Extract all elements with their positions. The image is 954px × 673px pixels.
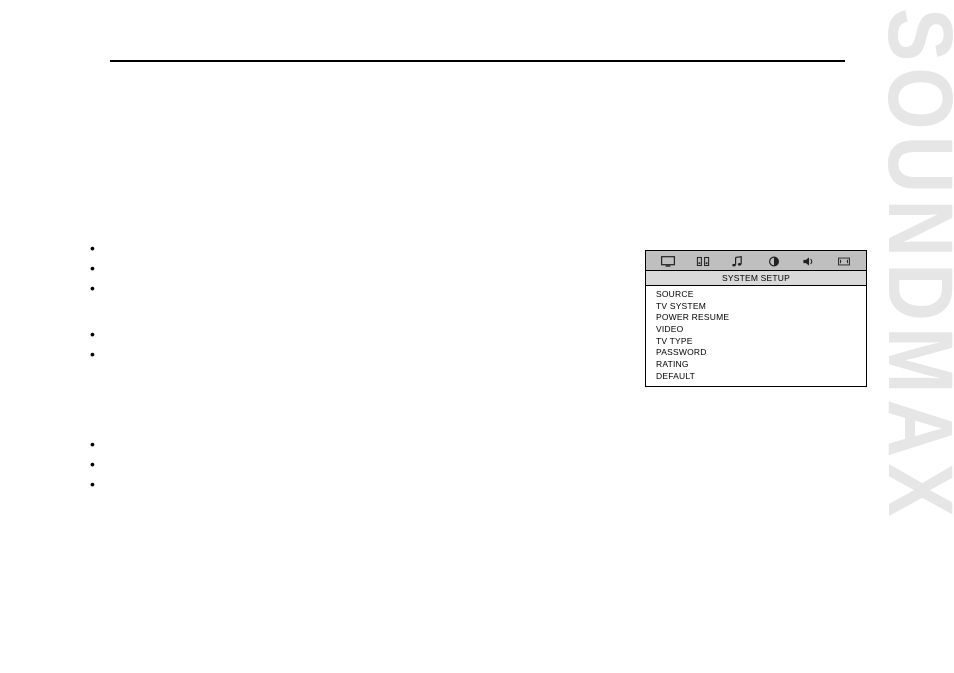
watermark-text: SOUNDMAX: [867, 8, 954, 523]
menu-item-power-resume[interactable]: POWER RESUME: [656, 312, 860, 324]
menu-icon-bar: [646, 251, 866, 271]
music-note-icon: [729, 254, 747, 268]
system-setup-menu: SYSTEM SETUP SOURCE TV SYSTEM POWER RESU…: [645, 250, 867, 387]
contrast-icon: [765, 254, 783, 268]
menu-title: SYSTEM SETUP: [646, 271, 866, 286]
list-item: [80, 456, 640, 474]
list-item: [80, 260, 640, 278]
menu-item-video[interactable]: VIDEO: [656, 324, 860, 336]
speaker-setup-icon: [694, 254, 712, 268]
menu-item-source[interactable]: SOURCE: [656, 289, 860, 301]
menu-item-password[interactable]: PASSWORD: [656, 347, 860, 359]
brand-watermark: SOUNDMAX: [874, 8, 954, 668]
dolby-icon: [835, 254, 853, 268]
menu-item-rating[interactable]: RATING: [656, 358, 860, 370]
bullet-group-1: [80, 240, 640, 298]
menu-item-tv-type[interactable]: TV TYPE: [656, 335, 860, 347]
menu-items: SOURCE TV SYSTEM POWER RESUME VIDEO TV T…: [646, 286, 866, 386]
list-item: [80, 326, 640, 344]
list-item: [80, 346, 640, 364]
bullet-group-2: [80, 326, 640, 364]
page-rule: [110, 60, 845, 62]
list-item: [80, 476, 640, 494]
bullet-group-3: [80, 436, 640, 494]
menu-item-default[interactable]: DEFAULT: [656, 370, 860, 382]
monitor-icon: [659, 254, 677, 268]
volume-icon: [800, 254, 818, 268]
content-area: [80, 240, 640, 496]
menu-item-tv-system[interactable]: TV SYSTEM: [656, 300, 860, 312]
list-item: [80, 436, 640, 454]
list-item: [80, 240, 640, 258]
list-item: [80, 280, 640, 298]
